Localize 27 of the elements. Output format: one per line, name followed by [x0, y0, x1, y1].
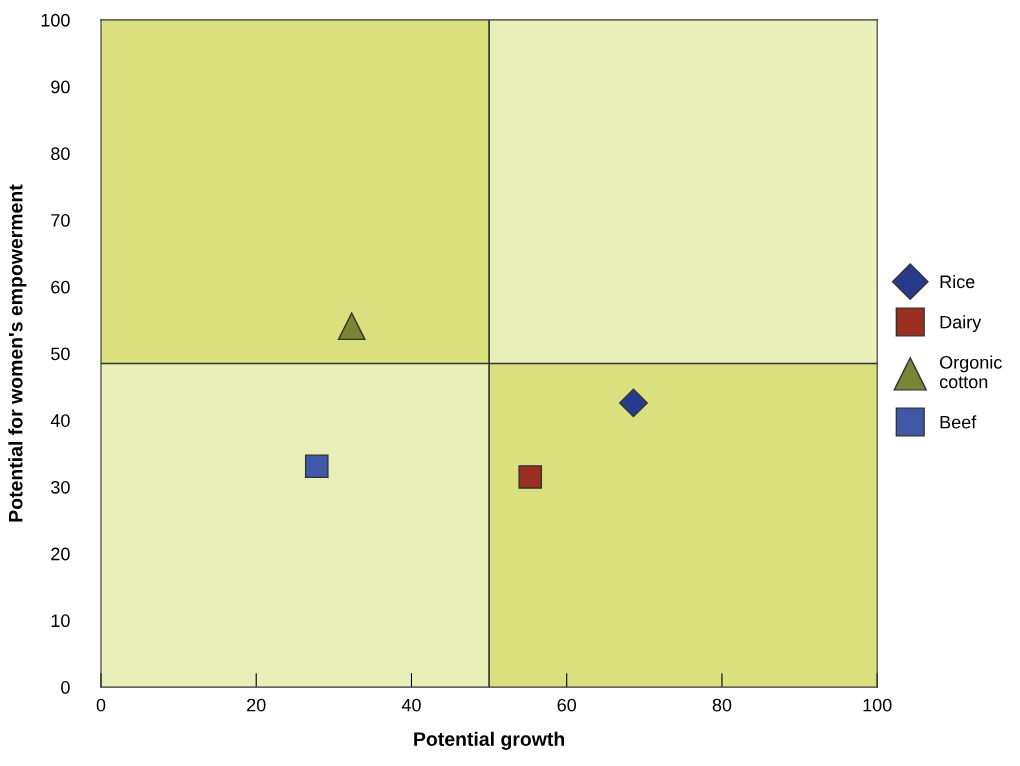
x-tick-label: 60	[557, 698, 577, 712]
x-tick-label: 0	[96, 698, 106, 712]
y-tick-label: 70	[51, 214, 70, 227]
x-tick-label: 40	[401, 698, 421, 712]
y-tick-label: 50	[51, 347, 70, 361]
point	[337, 312, 366, 341]
point	[619, 388, 648, 418]
y-tick-label: 0	[61, 681, 70, 694]
y-tick-label: 40	[50, 414, 70, 427]
y-axis-title: Potential for women's empowerment	[8, 184, 27, 522]
x-tick-label: 100	[863, 698, 892, 712]
point	[518, 465, 543, 489]
x-axis-title: Potential growth	[414, 731, 565, 750]
y-tick-label: 80	[51, 147, 70, 161]
point	[304, 454, 329, 479]
legend-label: Beef	[940, 415, 977, 429]
y-tick-label: 30	[51, 480, 70, 494]
y-tick-label: 10	[51, 614, 70, 628]
y-tick-label: 20	[51, 547, 70, 561]
legend-label: Rice	[940, 274, 975, 289]
legend-label: Orgonic cotton	[939, 355, 1002, 389]
y-tick-label: 100	[41, 13, 70, 27]
y-tick-label: 60	[51, 280, 70, 294]
y-tick-label: 90	[51, 80, 70, 94]
x-tick-label: 80	[712, 698, 732, 712]
x-tick-label: 20	[247, 698, 266, 712]
legend-label: Dairy	[940, 315, 982, 333]
